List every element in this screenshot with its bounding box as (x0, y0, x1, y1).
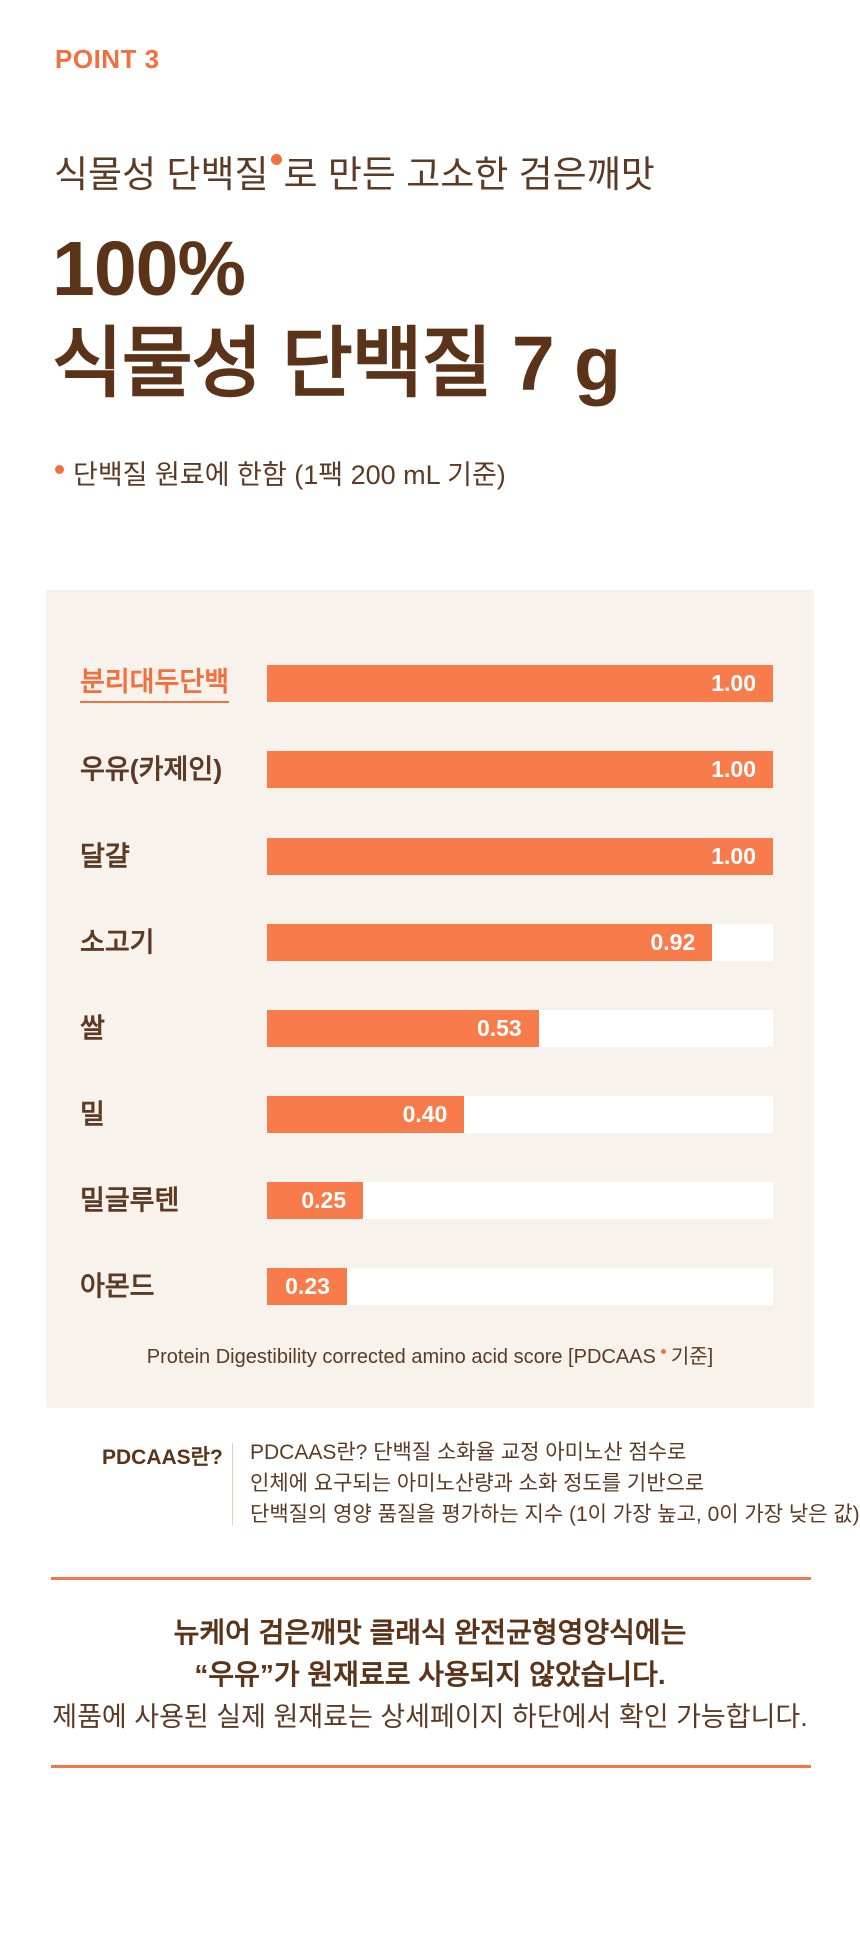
subtitle-suffix: 로 만든 고소한 검은깨맛 (283, 154, 655, 195)
bar-fill: 1.00 (267, 838, 773, 875)
chart-caption-prefix: Protein Digestibility corrected amino ac… (146, 1346, 656, 1368)
bar-track: 1.00 (267, 751, 773, 788)
asterisk-dot-icon (660, 1349, 666, 1354)
bar-value: 0.40 (402, 1101, 448, 1127)
chart-row: 달걀 1.00 (46, 838, 814, 875)
footnote: 단백질 원료에 한함 (1팩 200 mL 기준) (55, 458, 506, 492)
bar-label-almond: 아몬드 (80, 1271, 155, 1301)
footnote-text: 단백질 원료에 한함 (1팩 200 mL 기준) (73, 460, 506, 490)
bar-track: 0.53 (267, 1010, 773, 1047)
subtitle-prefix: 식물성 단백질 (54, 154, 269, 195)
asterisk-dot-icon (270, 154, 282, 165)
bar-value: 0.23 (285, 1273, 330, 1299)
bar-fill: 0.23 (267, 1268, 347, 1305)
chart-row: 밀글루텐 0.25 (46, 1182, 814, 1219)
pdcaas-definition-text: PDCAAS란? 단백질 소화율 교정 아미노산 점수로 인체에 요구되는 아미… (250, 1437, 860, 1530)
chart-caption-suffix: 기준] (670, 1346, 714, 1368)
chart-caption: Protein Digestibility corrected amino ac… (46, 1340, 814, 1369)
bar-label-milk-casein: 우유(카제인) (80, 754, 223, 784)
bar-fill: 0.92 (267, 924, 713, 961)
bar-track: 0.25 (267, 1182, 773, 1219)
bar-fill: 1.00 (267, 751, 773, 788)
chart-row: 쌀 0.53 (46, 1010, 814, 1047)
bar-label-rice: 쌀 (80, 1013, 105, 1043)
bar-track: 0.92 (267, 924, 773, 961)
subtitle: 식물성 단백질 로 만든 고소한 검은깨맛 (54, 150, 655, 200)
bar-value: 1.00 (711, 756, 756, 782)
bar-value: 0.25 (301, 1187, 347, 1213)
bar-fill: 1.00 (267, 665, 773, 702)
pdcaas-definition-line3: 단백질의 영양 품질을 평가하는 지수 (1이 가장 높고, 0이 가장 낮은 … (250, 1503, 860, 1526)
asterisk-dot-icon (55, 465, 64, 474)
chart-row: 소고기 0.92 (46, 924, 814, 961)
headline-line1: 100% (52, 226, 246, 312)
bar-fill: 0.53 (267, 1010, 539, 1047)
bar-value: 1.00 (711, 843, 756, 869)
chart-row: 분리대두단백 1.00 (46, 665, 814, 703)
horizontal-rule-bottom (51, 1765, 811, 1768)
bar-label-soy-protein-isolate: 분리대두단백 (80, 668, 230, 703)
pdcaas-definition-title: PDCAAS란? (102, 1446, 223, 1469)
bar-track: 0.40 (267, 1096, 773, 1133)
chart-row: 밀 0.40 (46, 1096, 814, 1133)
headline: 100% 식물성 단백질 7 g (52, 222, 621, 412)
headline-line2: 식물성 단백질 7 g (52, 321, 621, 407)
vertical-divider (232, 1443, 233, 1526)
bar-fill: 0.40 (267, 1096, 465, 1133)
bar-fill: 0.25 (267, 1182, 364, 1219)
bottom-note-line2: “우유”가 원재료로 사용되지 않았습니다. (194, 1659, 666, 1690)
bar-track: 0.23 (267, 1268, 773, 1305)
bottom-note: 뉴케어 검은깨맛 클래식 완전균형영양식에는 “우유”가 원재료로 사용되지 않… (0, 1612, 860, 1738)
bar-track: 1.00 (267, 665, 773, 702)
bar-label-beef: 소고기 (80, 927, 155, 957)
horizontal-rule-top (51, 1577, 811, 1580)
bottom-note-line1: 뉴케어 검은깨맛 클래식 완전균형영양식에는 (173, 1617, 687, 1648)
chart-row: 우유(카제인) 1.00 (46, 751, 814, 788)
bar-label-wheat-gluten: 밀글루텐 (80, 1185, 180, 1215)
point-label: POINT 3 (55, 44, 160, 74)
pdcaas-chart-panel: 분리대두단백 1.00 우유(카제인) 1.00 달걀 1.00 소고기 0.9… (46, 590, 814, 1408)
pdcaas-definition-line2: 인체에 요구되는 아미노산량과 소화 정도를 기반으로 (250, 1472, 705, 1495)
bar-label-egg: 달걀 (80, 841, 130, 871)
bar-label-wheat: 밀 (80, 1099, 105, 1129)
bottom-note-line3: 제품에 사용된 실제 원재료는 상세페이지 하단에서 확인 가능합니다. (52, 1702, 808, 1732)
bar-value: 0.92 (650, 929, 696, 955)
pdcaas-definition-line1: PDCAAS란? 단백질 소화율 교정 아미노산 점수로 (250, 1441, 687, 1464)
bar-value: 1.00 (711, 670, 756, 696)
chart-row: 아몬드 0.23 (46, 1268, 814, 1305)
bar-track: 1.00 (267, 838, 773, 875)
bar-value: 0.53 (476, 1015, 522, 1041)
